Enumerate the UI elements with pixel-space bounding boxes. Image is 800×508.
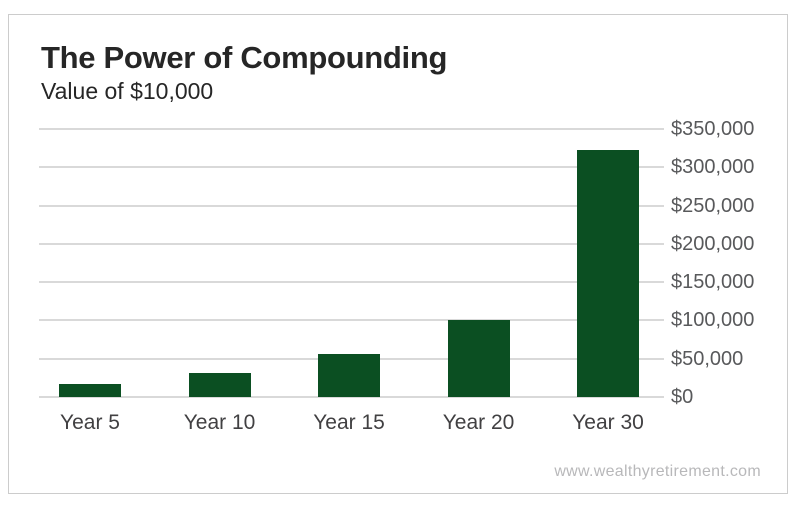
bar-year-20 bbox=[447, 320, 510, 397]
x-tick-label: Year 30 bbox=[572, 411, 644, 434]
x-tick-label: Year 20 bbox=[442, 411, 515, 434]
y-tick-label: $100,000 bbox=[671, 309, 755, 332]
bar-year-10 bbox=[188, 373, 251, 397]
y-tick-label: $50,000 bbox=[671, 347, 744, 370]
y-tick-label: $350,000 bbox=[671, 118, 755, 140]
y-tick-label: $0 bbox=[671, 386, 694, 408]
x-tick-label: Year 15 bbox=[313, 411, 385, 434]
chart-title: The Power of Compounding bbox=[41, 40, 448, 75]
bar-year-15 bbox=[318, 354, 380, 397]
y-tick-label: $300,000 bbox=[671, 156, 755, 179]
x-tick-label: Year 10 bbox=[183, 411, 256, 434]
gridline bbox=[39, 396, 664, 398]
bar-year-5 bbox=[59, 383, 121, 397]
x-axis: Year 5 Year 10 Year 15 Year 20 Year 30 bbox=[39, 409, 664, 437]
gridline bbox=[39, 242, 664, 245]
gridline bbox=[39, 281, 664, 284]
y-tick-label: $150,000 bbox=[671, 271, 755, 294]
y-tick-label: $250,000 bbox=[671, 194, 755, 217]
bar-year-30 bbox=[577, 150, 639, 397]
y-tick-label: $200,000 bbox=[671, 232, 755, 255]
x-tick-label: Year 5 bbox=[60, 411, 120, 434]
chart-frame: The Power of Compounding Value of $10,00… bbox=[8, 14, 788, 494]
gridline bbox=[39, 128, 664, 130]
watermark: www.wealthyretirement.com bbox=[554, 463, 761, 480]
gridline bbox=[39, 166, 664, 169]
plot-area bbox=[39, 128, 664, 398]
chart-subtitle: Value of $10,000 bbox=[41, 78, 214, 104]
gridline bbox=[39, 204, 664, 207]
gridline bbox=[39, 319, 664, 322]
